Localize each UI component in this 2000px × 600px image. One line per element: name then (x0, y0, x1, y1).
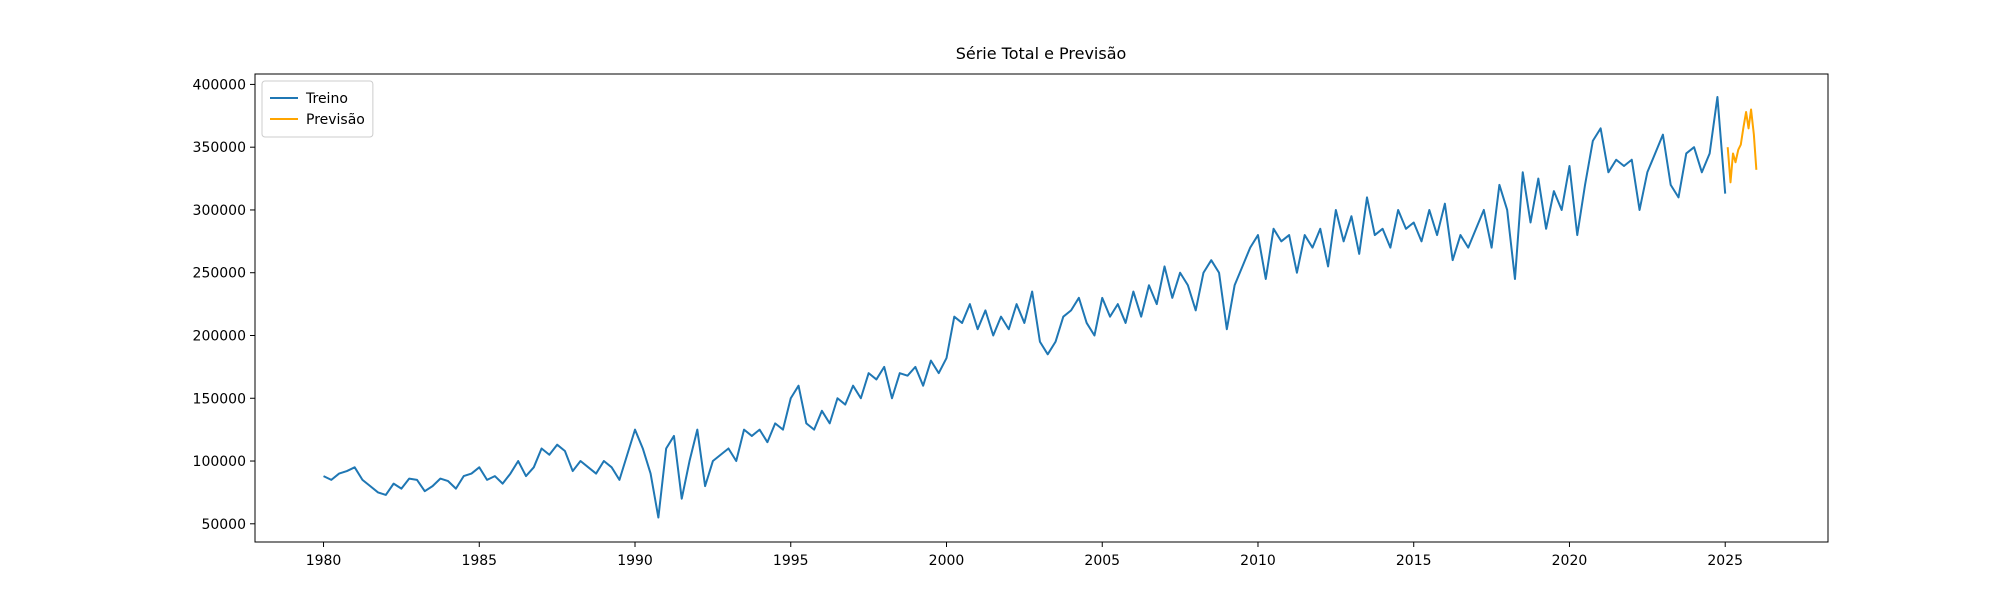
x-tick-label: 1985 (461, 553, 497, 569)
y-tick-label: 250000 (193, 266, 246, 282)
x-tick-label: 1980 (306, 553, 342, 569)
x-tick-label: 1990 (617, 553, 653, 569)
y-tick-label: 150000 (193, 391, 246, 407)
legend: Treino Previsão (261, 80, 374, 138)
y-tick-label: 400000 (193, 77, 246, 93)
legend-label: Treino (305, 91, 348, 107)
x-tick-label: 2015 (1396, 553, 1432, 569)
y-tick-label: 300000 (193, 203, 246, 219)
x-tick-label: 2020 (1552, 553, 1588, 569)
x-tick-label: 2005 (1084, 553, 1120, 569)
legend-box (261, 80, 374, 138)
y-tick-label: 350000 (193, 140, 246, 156)
x-tick-label: 2000 (929, 553, 965, 569)
chart-title: Série Total e Previsão (956, 44, 1127, 63)
y-tick-label: 100000 (193, 454, 246, 470)
x-tick-label: 1995 (773, 553, 809, 569)
series-line (1726, 108, 1758, 184)
y-tick-label: 50000 (201, 517, 246, 533)
legend-label: Previsão (306, 112, 365, 128)
plot-frame (254, 73, 1829, 543)
x-tick-label: 2010 (1240, 553, 1276, 569)
x-tick-label: 2025 (1707, 553, 1743, 569)
y-tick-label: 200000 (193, 328, 246, 344)
series-line (323, 95, 1727, 519)
